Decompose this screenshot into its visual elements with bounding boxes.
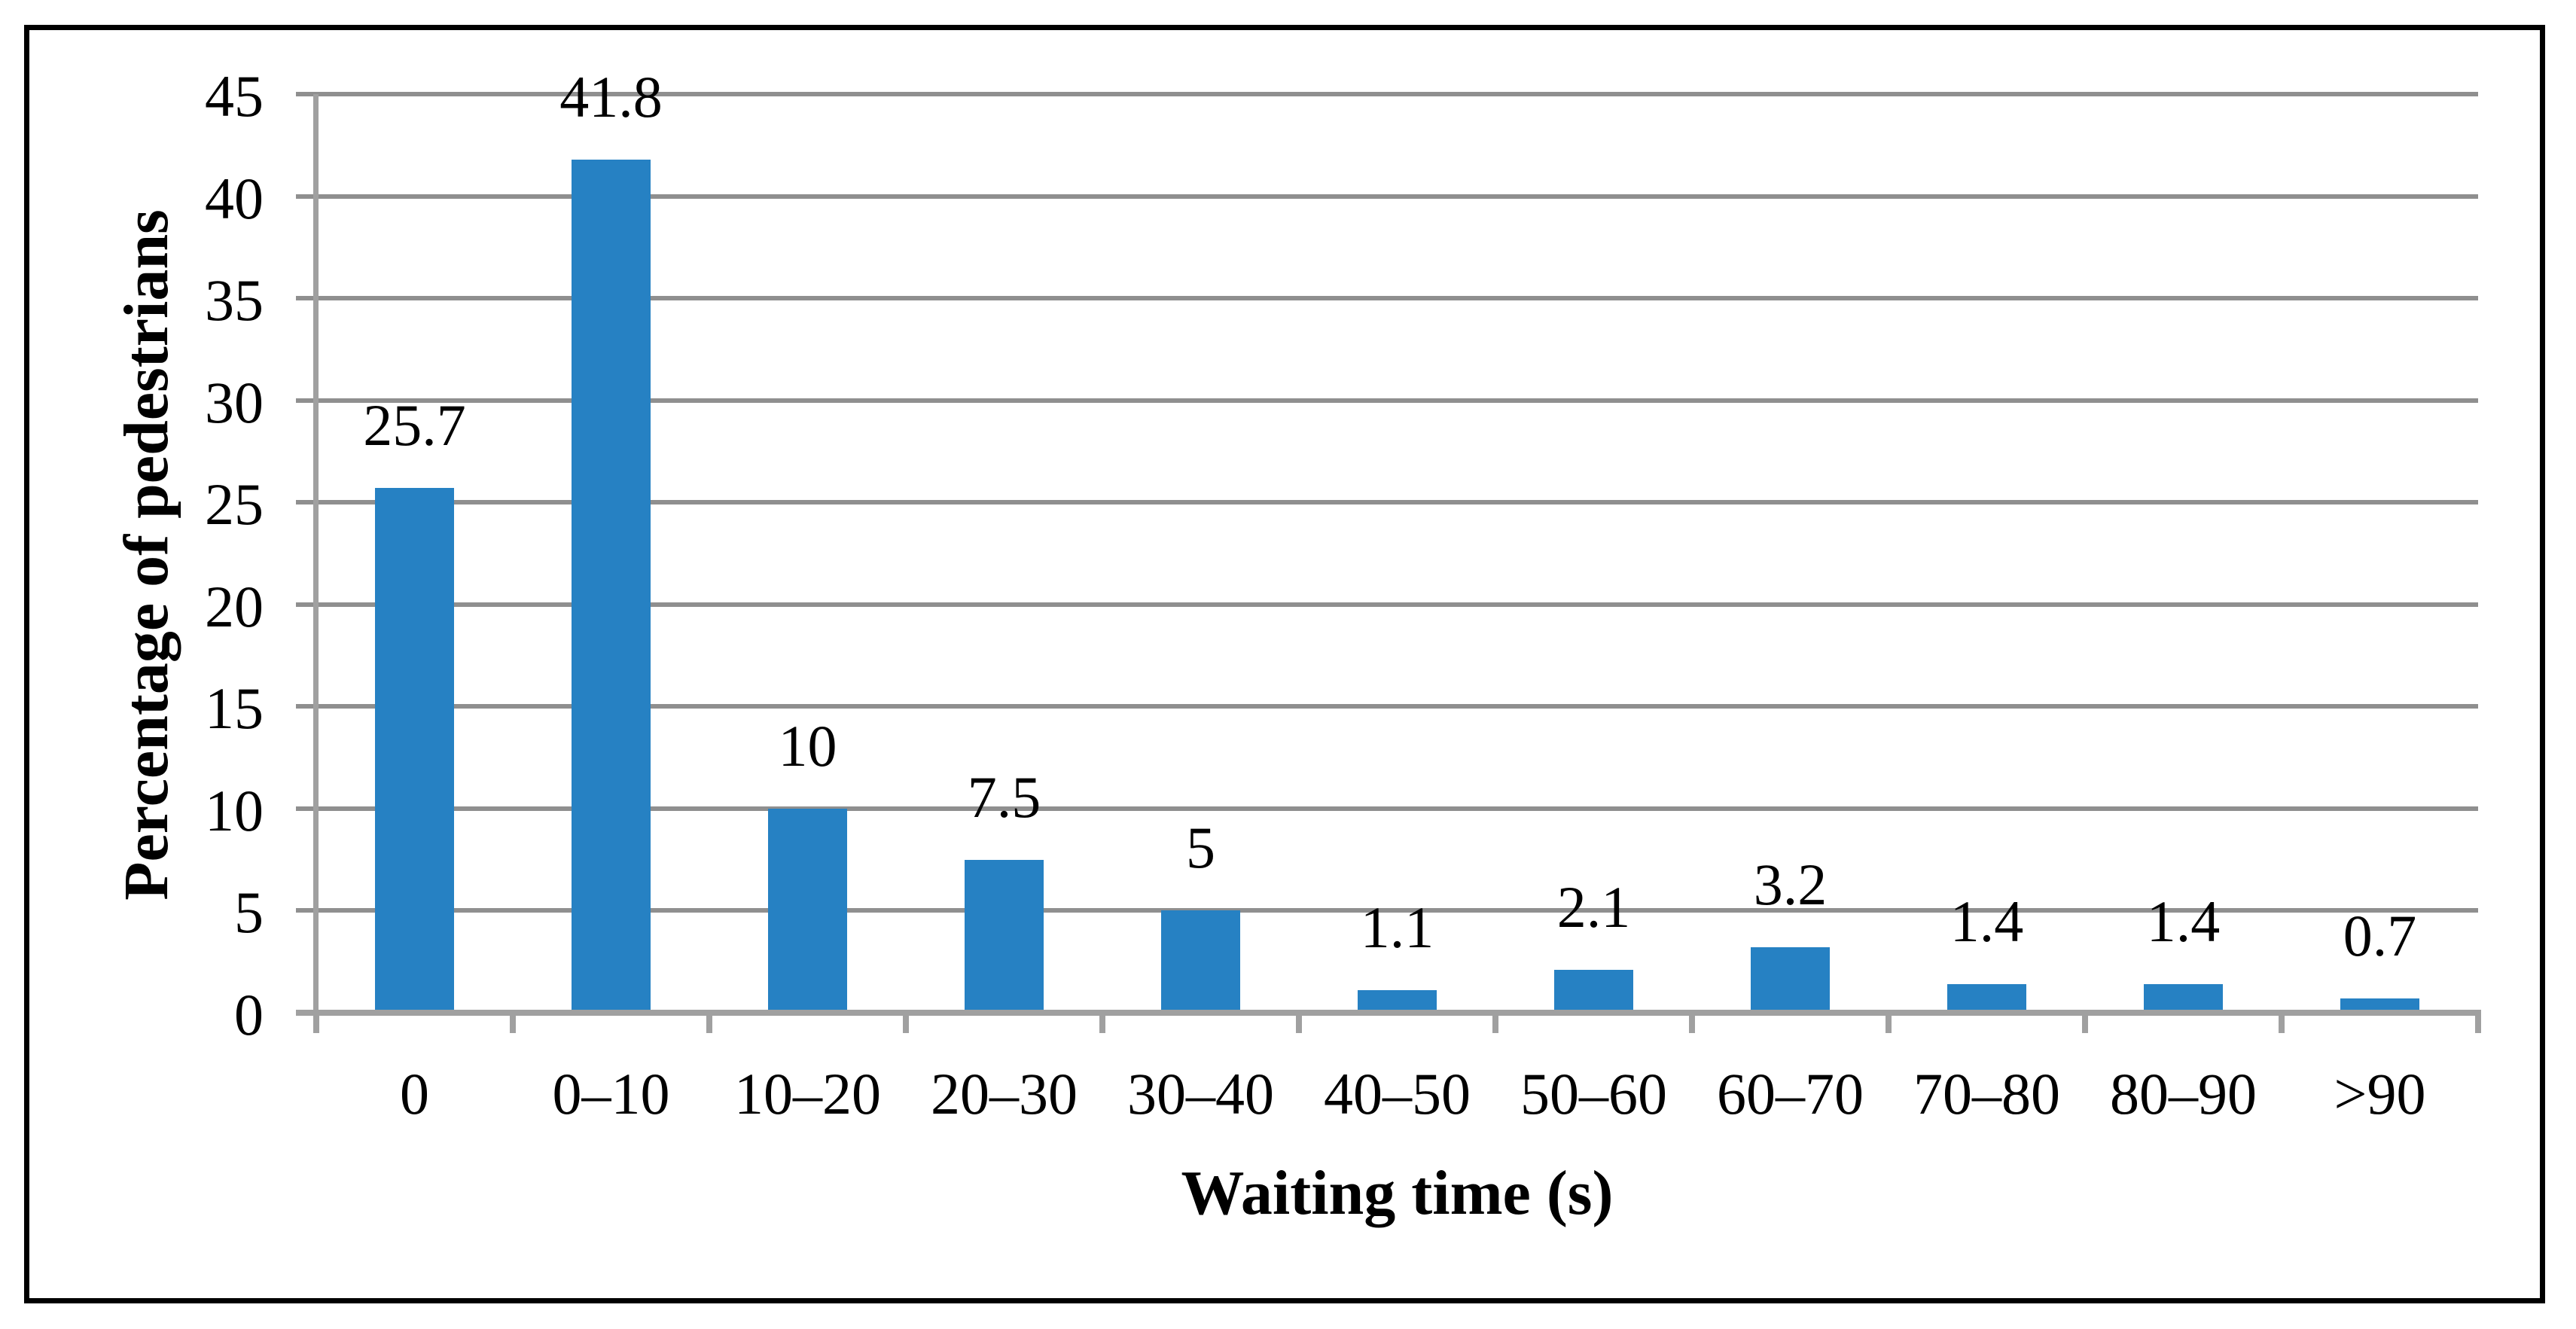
- x-tick: [1492, 1010, 1498, 1033]
- y-tick-label: 10: [205, 778, 264, 843]
- x-tick: [1296, 1010, 1302, 1033]
- x-tick-label: 0: [400, 1061, 429, 1126]
- bar: [572, 159, 651, 1013]
- bar-value-label: 2.1: [1556, 874, 1631, 940]
- bar-value-label: 1.1: [1360, 895, 1434, 961]
- bar-value-label: 3.2: [1753, 852, 1828, 918]
- x-tick-label: 70–80: [1913, 1061, 2060, 1126]
- x-tick-label: 10–20: [734, 1061, 881, 1126]
- bar-value-label: 25.7: [363, 392, 466, 459]
- gridline: [296, 398, 2478, 403]
- x-tick: [706, 1010, 712, 1033]
- x-tick: [2279, 1010, 2285, 1033]
- y-tick-label: 0: [234, 982, 264, 1047]
- x-tick: [313, 1010, 319, 1033]
- y-tick-label: 45: [205, 63, 264, 129]
- bar: [1751, 947, 1830, 1013]
- x-tick: [1689, 1010, 1695, 1033]
- x-tick: [1886, 1010, 1892, 1033]
- bar-value-label: 1.4: [1950, 889, 2024, 955]
- y-tick-label: 40: [205, 166, 264, 231]
- gridline: [296, 704, 2478, 709]
- bar-value-label: 0.7: [2343, 903, 2417, 969]
- bar: [1358, 990, 1437, 1013]
- bar: [2340, 998, 2419, 1013]
- bar-value-label: 7.5: [967, 764, 1041, 830]
- bar-value-label: 10: [778, 712, 837, 779]
- x-tick: [510, 1010, 516, 1033]
- figure-border: [24, 25, 2545, 1303]
- bar-value-label: 1.4: [2146, 889, 2221, 955]
- y-tick-label: 30: [205, 370, 264, 435]
- bar: [375, 488, 454, 1013]
- bar: [965, 859, 1044, 1013]
- bar-value-label: 41.8: [559, 63, 663, 130]
- x-tick: [903, 1010, 909, 1033]
- x-tick-label: 30–40: [1127, 1061, 1274, 1126]
- gridline: [296, 296, 2478, 300]
- x-tick-label: >90: [2334, 1061, 2426, 1126]
- x-tick-label: 20–30: [931, 1061, 1078, 1126]
- bar: [768, 808, 847, 1013]
- gridline: [296, 92, 2478, 96]
- x-tick: [1099, 1010, 1105, 1033]
- y-tick-label: 35: [205, 267, 264, 333]
- y-tick-label: 20: [205, 574, 264, 639]
- x-tick-label: 0–10: [552, 1061, 670, 1126]
- x-tick: [2082, 1010, 2088, 1033]
- x-tick-label: 40–50: [1324, 1061, 1471, 1126]
- gridline: [296, 908, 2478, 913]
- gridline: [296, 194, 2478, 199]
- gridline: [296, 602, 2478, 607]
- bar: [1947, 984, 2026, 1013]
- y-axis-line: [313, 94, 319, 1030]
- bar: [1161, 910, 1240, 1013]
- y-tick-label: 15: [205, 675, 264, 741]
- x-tick: [2475, 1010, 2481, 1033]
- x-tick-label: 50–60: [1520, 1061, 1667, 1126]
- y-tick-label: 5: [234, 879, 264, 945]
- bar: [2144, 984, 2223, 1013]
- x-tick-label: 60–70: [1717, 1061, 1864, 1126]
- x-axis-line: [296, 1010, 2478, 1016]
- bar: [1554, 970, 1633, 1013]
- y-tick-label: 25: [205, 471, 264, 537]
- x-tick-label: 80–90: [2110, 1061, 2257, 1126]
- gridline: [296, 806, 2478, 811]
- y-axis-title: Percentage of pedestrians: [111, 209, 181, 901]
- gridline: [296, 500, 2478, 504]
- bar-value-label: 5: [1186, 815, 1215, 881]
- x-axis-title: Waiting time (s): [1181, 1158, 1614, 1228]
